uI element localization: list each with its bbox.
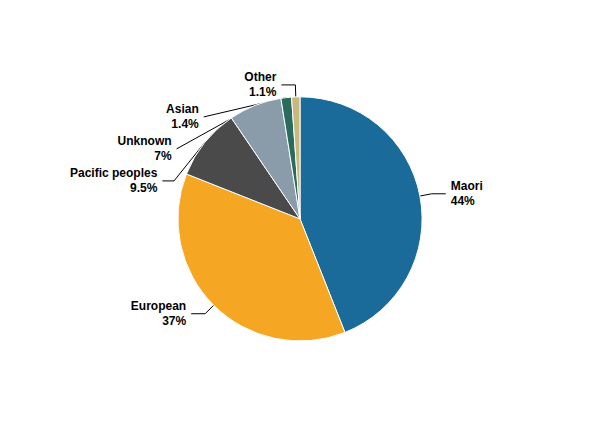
svg-text:Asian: Asian (166, 102, 199, 116)
svg-text:7%: 7% (154, 149, 172, 163)
svg-text:44%: 44% (451, 194, 475, 208)
svg-text:9.5%: 9.5% (130, 181, 158, 195)
svg-text:Other: Other (244, 70, 276, 84)
svg-text:Pacific peoples: Pacific peoples (70, 166, 158, 180)
svg-text:37%: 37% (162, 314, 186, 328)
svg-text:Unknown: Unknown (118, 134, 172, 148)
svg-text:1.1%: 1.1% (249, 85, 277, 99)
svg-text:European: European (131, 299, 186, 313)
svg-text:Maori: Maori (451, 179, 483, 193)
svg-text:1.4%: 1.4% (171, 117, 199, 131)
